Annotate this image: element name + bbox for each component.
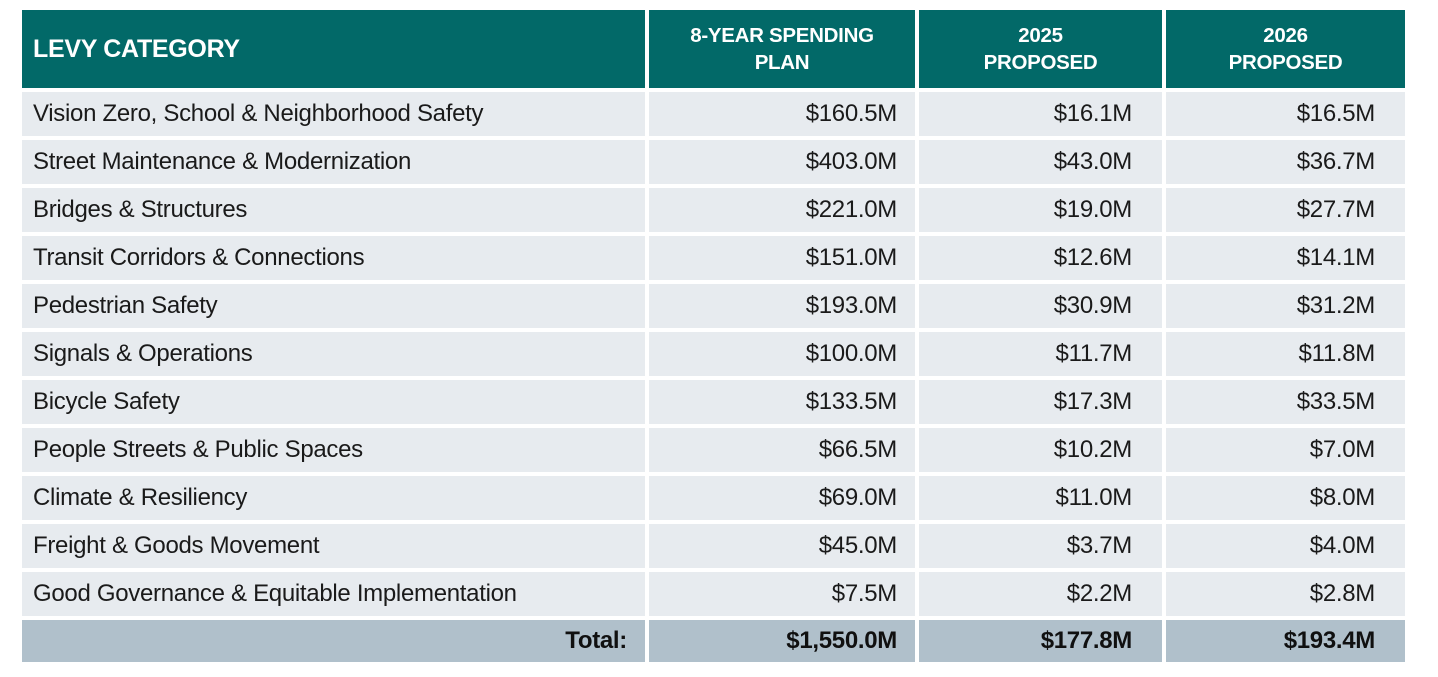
proposed-2026-cell: $4.0M (1166, 524, 1405, 568)
proposed-2025-cell: $2.2M (919, 572, 1162, 616)
proposed-2026-cell: $8.0M (1166, 476, 1405, 520)
plan-cell: $403.0M (649, 140, 915, 184)
proposed-2025-cell: $11.7M (919, 332, 1162, 376)
column-header-8-year-spending-plan: 8-YEAR SPENDING PLAN (649, 10, 915, 88)
total-2025-cell: $177.8M (919, 620, 1162, 662)
header-line-2: PROPOSED (1228, 51, 1343, 74)
proposed-2026-cell: $31.2M (1166, 284, 1405, 328)
proposed-2026-cell: $27.7M (1166, 188, 1405, 232)
proposed-2025-cell: $11.0M (919, 476, 1162, 520)
header-line-1: 2026 (1263, 24, 1308, 47)
proposed-2025-cell: $19.0M (919, 188, 1162, 232)
category-cell: Bridges & Structures (22, 188, 645, 232)
category-cell: Pedestrian Safety (22, 284, 645, 328)
proposed-2025-cell: $43.0M (919, 140, 1162, 184)
proposed-2025-cell: $3.7M (919, 524, 1162, 568)
total-2026-cell: $193.4M (1166, 620, 1405, 662)
header-line-2: PROPOSED (983, 51, 1098, 74)
proposed-2025-cell: $30.9M (919, 284, 1162, 328)
proposed-2025-cell: $16.1M (919, 92, 1162, 136)
proposed-2026-cell: $16.5M (1166, 92, 1405, 136)
levy-table: LEVY CATEGORY 8-YEAR SPENDING PLAN 2025 … (22, 10, 1405, 662)
category-cell: People Streets & Public Spaces (22, 428, 645, 472)
category-cell: Street Maintenance & Modernization (22, 140, 645, 184)
category-cell: Freight & Goods Movement (22, 524, 645, 568)
proposed-2026-cell: $36.7M (1166, 140, 1405, 184)
category-cell: Vision Zero, School & Neighborhood Safet… (22, 92, 645, 136)
proposed-2026-cell: $14.1M (1166, 236, 1405, 280)
column-header-levy-category: LEVY CATEGORY (22, 10, 645, 88)
proposed-2026-cell: $11.8M (1166, 332, 1405, 376)
total-label: Total: (22, 620, 645, 662)
proposed-2026-cell: $33.5M (1166, 380, 1405, 424)
total-plan-cell: $1,550.0M (649, 620, 915, 662)
category-cell: Transit Corridors & Connections (22, 236, 645, 280)
category-cell: Signals & Operations (22, 332, 645, 376)
header-line-1: 8-YEAR SPENDING (690, 24, 874, 47)
plan-cell: $151.0M (649, 236, 915, 280)
header-line-1: 2025 (1018, 24, 1063, 47)
plan-cell: $133.5M (649, 380, 915, 424)
category-cell: Climate & Resiliency (22, 476, 645, 520)
plan-cell: $7.5M (649, 572, 915, 616)
category-cell: Bicycle Safety (22, 380, 645, 424)
proposed-2025-cell: $10.2M (919, 428, 1162, 472)
column-header-2026-proposed: 2026 PROPOSED (1166, 10, 1405, 88)
category-cell: Good Governance & Equitable Implementati… (22, 572, 645, 616)
header-line-2: PLAN (754, 51, 810, 74)
column-header-2025-proposed: 2025 PROPOSED (919, 10, 1162, 88)
plan-cell: $160.5M (649, 92, 915, 136)
plan-cell: $100.0M (649, 332, 915, 376)
plan-cell: $69.0M (649, 476, 915, 520)
proposed-2025-cell: $17.3M (919, 380, 1162, 424)
plan-cell: $45.0M (649, 524, 915, 568)
proposed-2025-cell: $12.6M (919, 236, 1162, 280)
plan-cell: $193.0M (649, 284, 915, 328)
plan-cell: $66.5M (649, 428, 915, 472)
proposed-2026-cell: $2.8M (1166, 572, 1405, 616)
proposed-2026-cell: $7.0M (1166, 428, 1405, 472)
plan-cell: $221.0M (649, 188, 915, 232)
